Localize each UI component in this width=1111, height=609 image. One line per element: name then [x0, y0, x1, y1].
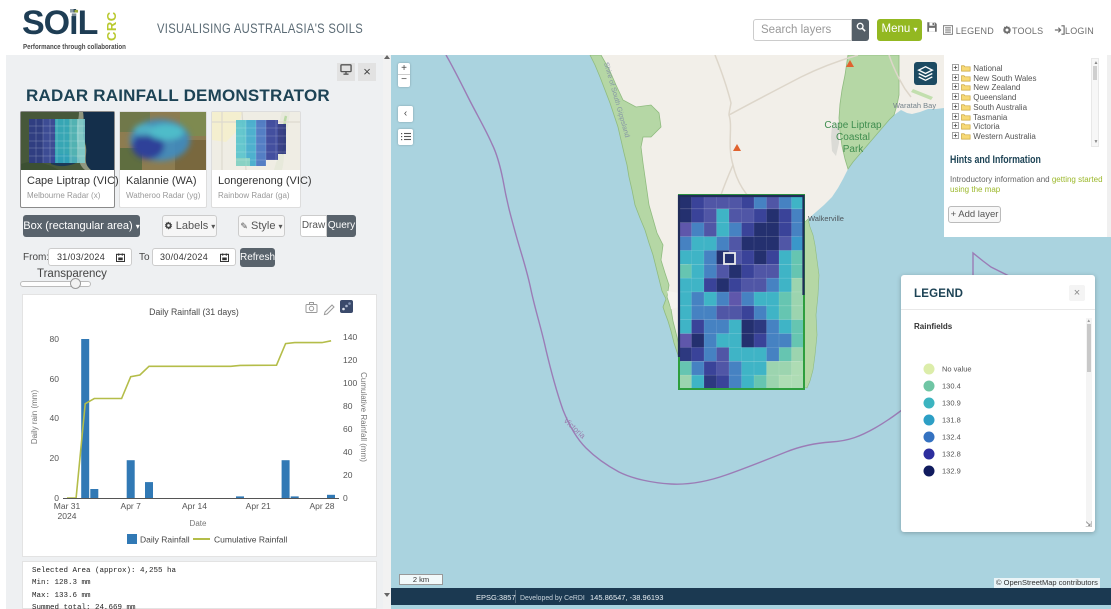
- svg-text:Park: Park: [843, 144, 865, 155]
- svg-text:Daily rain (mm): Daily rain (mm): [30, 390, 39, 445]
- svg-text:Apr 7: Apr 7: [121, 501, 142, 511]
- svg-text:20: 20: [343, 470, 353, 480]
- svg-text:132.4: 132.4: [942, 433, 961, 442]
- svg-text:Cumulative Rainfall: Cumulative Rainfall: [214, 535, 287, 545]
- svg-text:Waratah Bay: Waratah Bay: [893, 101, 936, 110]
- svg-text:100: 100: [343, 378, 357, 388]
- svg-text:20: 20: [50, 453, 60, 463]
- svg-text:120: 120: [343, 355, 357, 365]
- svg-text:132.8: 132.8: [942, 450, 961, 459]
- svg-text:140: 140: [343, 332, 357, 342]
- svg-text:130.9: 130.9: [942, 399, 961, 408]
- svg-text:40: 40: [50, 413, 60, 423]
- svg-text:Daily Rainfall: Daily Rainfall: [140, 535, 190, 545]
- svg-text:0: 0: [54, 493, 59, 503]
- svg-text:Cape Liptrap: Cape Liptrap: [824, 120, 882, 131]
- svg-text:Walkerville: Walkerville: [808, 214, 844, 223]
- svg-text:Coastal: Coastal: [836, 132, 870, 143]
- svg-text:0: 0: [343, 493, 348, 503]
- svg-text:Apr 14: Apr 14: [182, 501, 207, 511]
- svg-text:Daily Rainfall (31 days): Daily Rainfall (31 days): [149, 307, 239, 317]
- svg-text:60: 60: [343, 424, 353, 434]
- svg-text:Date: Date: [190, 519, 207, 528]
- svg-text:Mar 31: Mar 31: [54, 501, 81, 511]
- svg-text:2024: 2024: [58, 511, 77, 521]
- svg-text:132.9: 132.9: [942, 467, 961, 476]
- svg-text:No value: No value: [942, 365, 972, 374]
- svg-text:40: 40: [343, 447, 353, 457]
- svg-text:80: 80: [343, 401, 353, 411]
- svg-text:80: 80: [50, 334, 60, 344]
- svg-text:Cumulative Rainfall (mm): Cumulative Rainfall (mm): [359, 372, 368, 462]
- svg-text:Apr 21: Apr 21: [246, 501, 271, 511]
- svg-text:Apr 28: Apr 28: [309, 501, 334, 511]
- svg-text:131.8: 131.8: [942, 416, 961, 425]
- svg-text:60: 60: [50, 374, 60, 384]
- svg-text:130.4: 130.4: [942, 382, 961, 391]
